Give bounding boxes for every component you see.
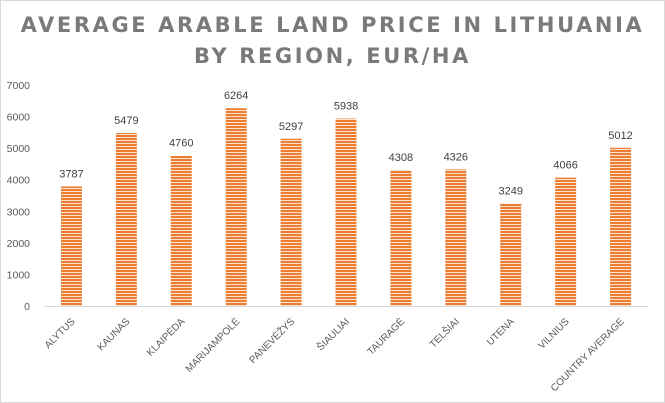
data-label: 4760 bbox=[169, 138, 193, 150]
y-tick-label: 3000 bbox=[7, 206, 31, 218]
data-labels: 3787 5479 4760 6264 5297 5938 4308 4326 3249 4066… bbox=[59, 90, 633, 197]
data-label: 4308 bbox=[389, 152, 413, 164]
bar bbox=[390, 169, 412, 306]
bar bbox=[115, 133, 137, 306]
bar bbox=[225, 108, 247, 306]
x-category-label: TAURAGĖ bbox=[364, 315, 407, 358]
x-category-label: KAUNAS bbox=[96, 316, 133, 353]
data-label: 5479 bbox=[114, 115, 138, 127]
x-category-label: KLAIPĖDA bbox=[144, 315, 188, 359]
y-tick-label: 2000 bbox=[7, 238, 31, 250]
data-label: 4066 bbox=[553, 160, 577, 172]
data-label: 5938 bbox=[334, 101, 358, 113]
data-label: 3787 bbox=[59, 168, 83, 180]
bar bbox=[500, 203, 522, 306]
x-category-label: UTENA bbox=[485, 316, 517, 348]
y-tick-label: 6000 bbox=[7, 112, 31, 124]
y-tick-label: 0 bbox=[24, 301, 30, 313]
bar bbox=[335, 118, 357, 306]
data-label: 5297 bbox=[279, 121, 303, 133]
x-category-label: TELŠIAI bbox=[426, 315, 462, 351]
chart-title-line-2: BY REGION, EUR/HA bbox=[194, 44, 471, 68]
data-label: 4326 bbox=[444, 151, 468, 163]
y-tick-label: 5000 bbox=[7, 143, 31, 155]
x-category-label: PANEVĖŽYS bbox=[246, 315, 297, 366]
bar bbox=[445, 169, 467, 306]
x-category-label: ALYTUS bbox=[43, 316, 78, 351]
x-category-label: VILNIUS bbox=[536, 316, 572, 352]
bar bbox=[280, 138, 302, 306]
y-tick-label: 7000 bbox=[7, 80, 31, 92]
x-category-label: MARIJAMPOLĖ bbox=[182, 315, 242, 375]
data-label: 3249 bbox=[498, 185, 522, 197]
y-tick-label: 1000 bbox=[7, 269, 31, 281]
data-label: 5012 bbox=[608, 130, 632, 142]
y-axis: 0 1000 2000 3000 4000 5000 6000 7000 bbox=[7, 80, 31, 313]
data-label: 6264 bbox=[224, 90, 248, 102]
chart-title-line-1: AVERAGE ARABLE LAND PRICE IN LITHUANIA bbox=[20, 13, 645, 37]
x-category-label: ŠIAULIAI bbox=[314, 315, 352, 353]
chart-title: AVERAGE ARABLE LAND PRICE IN LITHUANIA B… bbox=[0, 10, 665, 72]
bars bbox=[60, 108, 632, 306]
y-tick-label: 4000 bbox=[7, 175, 31, 187]
bar bbox=[610, 147, 632, 306]
bar bbox=[555, 177, 577, 306]
bar bbox=[170, 155, 192, 306]
bar bbox=[60, 186, 82, 306]
